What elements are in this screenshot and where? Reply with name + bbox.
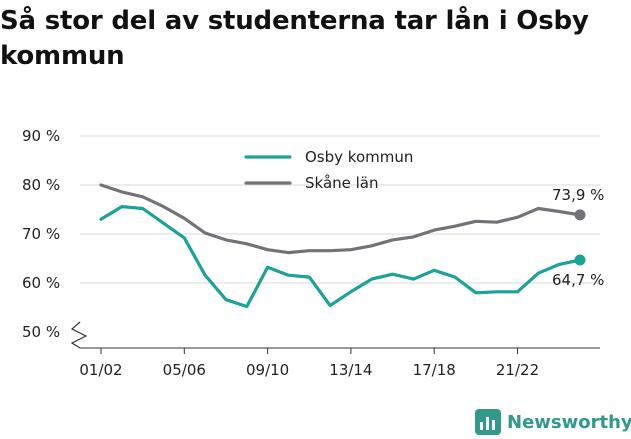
series-layer: 64,7 % 73,9 % bbox=[99, 183, 604, 309]
legend-label: Osby kommun bbox=[305, 148, 413, 166]
brand-name: Newsworthy bbox=[507, 411, 631, 433]
x-tick-label: 17/18 bbox=[413, 361, 456, 379]
y-tick-label: 50 % bbox=[22, 323, 60, 341]
y-axis: 50 % 60 % 70 % 80 % 90 % bbox=[22, 127, 60, 341]
series-end-label: 73,9 % bbox=[552, 186, 604, 204]
y-tick-label: 80 % bbox=[22, 176, 60, 194]
newsworthy-logo[interactable]: Newsworthy bbox=[475, 406, 631, 438]
axis-break-icon bbox=[70, 321, 88, 349]
legend-label: Skåne län bbox=[305, 174, 379, 192]
legend: Osby kommun Skåne län bbox=[244, 148, 413, 192]
x-tick-label: 13/14 bbox=[329, 361, 372, 379]
series-end-point bbox=[574, 209, 586, 221]
page-title: Så stor del av studenterna tar lån i Osb… bbox=[0, 6, 589, 71]
x-tick-label: 09/10 bbox=[246, 361, 289, 379]
newsworthy-logo-icon bbox=[475, 409, 501, 435]
y-tick-label: 90 % bbox=[22, 127, 60, 145]
series-line bbox=[99, 183, 582, 255]
y-tick-label: 60 % bbox=[22, 274, 60, 292]
grid-layer bbox=[80, 135, 600, 349]
x-axis: 01/02 05/06 09/10 13/14 17/18 21/22 bbox=[79, 348, 539, 379]
series-line bbox=[99, 205, 582, 309]
series-end-label: 64,7 % bbox=[552, 271, 604, 289]
axis-break-mark bbox=[70, 321, 88, 349]
x-tick-label: 01/02 bbox=[79, 361, 122, 379]
series-end-point bbox=[574, 254, 586, 266]
x-tick-label: 05/06 bbox=[163, 361, 206, 379]
y-tick-label: 70 % bbox=[22, 225, 60, 243]
x-tick-label: 21/22 bbox=[496, 361, 539, 379]
